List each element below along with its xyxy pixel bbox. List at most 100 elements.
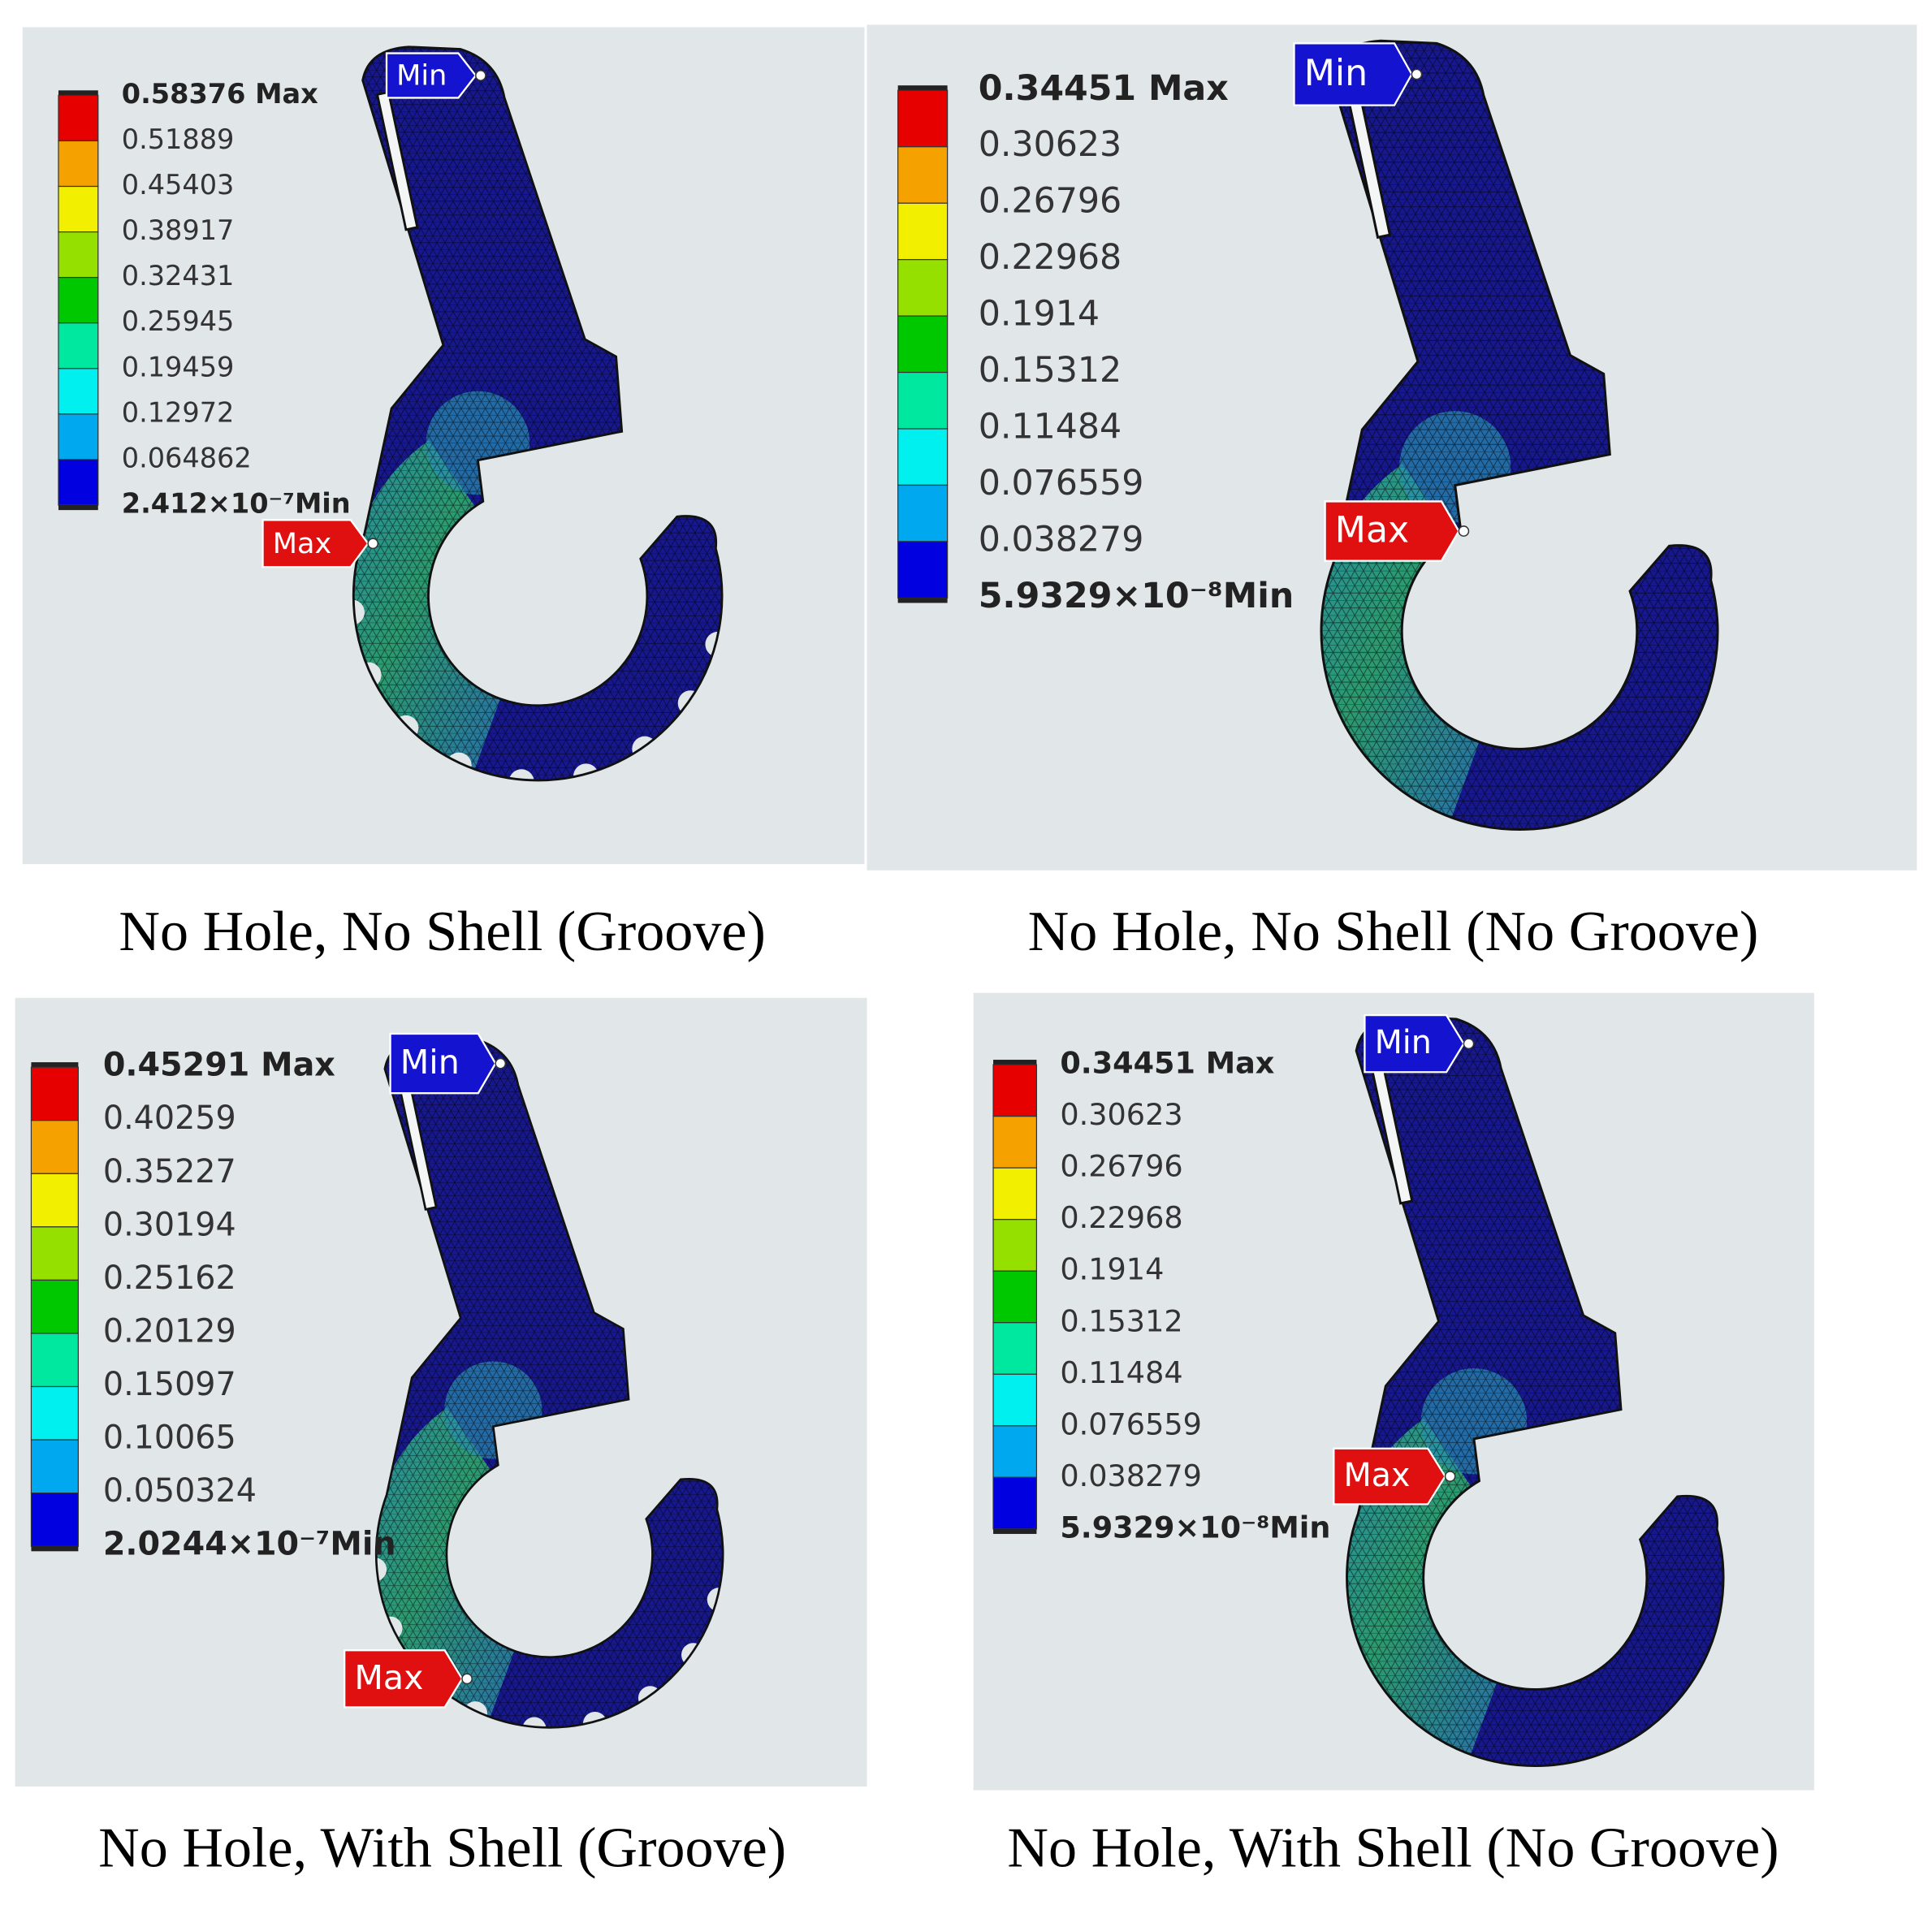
legend-band bbox=[897, 371, 949, 430]
legend-band bbox=[30, 1226, 79, 1281]
legend-cap bbox=[31, 1062, 79, 1069]
legend-band bbox=[58, 94, 99, 142]
legend-label: 0.19459 bbox=[122, 351, 235, 382]
legend-band bbox=[897, 202, 949, 261]
legend-band bbox=[58, 185, 99, 233]
legend-band bbox=[992, 1116, 1038, 1169]
legend-label: 0.32431 bbox=[122, 260, 235, 292]
legend-band bbox=[992, 1167, 1038, 1221]
legend-foot bbox=[993, 1528, 1037, 1534]
legend-band bbox=[992, 1064, 1038, 1117]
legend-label: 0.076559 bbox=[1060, 1406, 1202, 1441]
legend-label: 0.25162 bbox=[103, 1259, 236, 1297]
legend-band bbox=[58, 277, 99, 324]
legend-band bbox=[58, 368, 99, 415]
caption: No Hole, No Shell (Groove) bbox=[119, 901, 766, 963]
legend-label: 0.20129 bbox=[103, 1312, 236, 1350]
min-tag-shape bbox=[1364, 1014, 1465, 1074]
legend-label: 0.1914 bbox=[1060, 1252, 1164, 1287]
min-tag-point bbox=[1411, 68, 1423, 80]
min-tag-point bbox=[495, 1057, 507, 1069]
legend-label: 0.34451 Max bbox=[1060, 1046, 1274, 1081]
panel: 0.58376 Max 0.51889 0.45403 0.38917 0.32431 0… bbox=[22, 27, 865, 865]
groove bbox=[522, 1717, 547, 1728]
max-tag-point bbox=[1458, 525, 1470, 537]
legend-band bbox=[897, 541, 949, 598]
legend-band bbox=[897, 315, 949, 374]
legend-label: 0.11484 bbox=[979, 407, 1122, 447]
legend-label: 0.10065 bbox=[103, 1419, 236, 1457]
legend-band bbox=[992, 1322, 1038, 1375]
groove bbox=[376, 1558, 387, 1582]
legend-label: 0.26796 bbox=[1060, 1149, 1182, 1184]
min-tag-shape bbox=[385, 52, 478, 99]
hook-outline bbox=[352, 45, 724, 782]
caption: No Hole, With Shell (No Groove) bbox=[1007, 1817, 1779, 1879]
legend-band bbox=[992, 1270, 1038, 1324]
slot bbox=[375, 90, 419, 231]
legend-label: 0.11484 bbox=[1060, 1355, 1182, 1390]
legend-band bbox=[30, 1120, 79, 1174]
legend-label: 0.40259 bbox=[103, 1100, 236, 1137]
max-tag-shape bbox=[261, 519, 370, 568]
legend-label: 0.076559 bbox=[979, 463, 1144, 503]
legend-band bbox=[897, 89, 949, 148]
legend-band bbox=[30, 1385, 79, 1441]
max-tag-text: Max bbox=[354, 1658, 423, 1697]
legend-band bbox=[897, 259, 949, 317]
legend-label: 5.9329×10⁻⁸Min bbox=[979, 576, 1294, 616]
legend-band bbox=[992, 1476, 1038, 1530]
legend-band bbox=[897, 146, 949, 204]
legend-label: 0.30623 bbox=[979, 124, 1122, 165]
groove bbox=[353, 599, 365, 625]
min-tag-text: Min bbox=[396, 59, 447, 93]
min-tag-point bbox=[475, 70, 486, 81]
max-tag-point bbox=[1444, 1471, 1456, 1482]
legend-label: 0.22968 bbox=[979, 237, 1122, 278]
legend-label: 0.51889 bbox=[122, 123, 235, 155]
legend-label: 0.30194 bbox=[103, 1206, 236, 1243]
legend-band bbox=[58, 322, 99, 369]
legend-band bbox=[30, 1279, 79, 1334]
legend-band bbox=[897, 428, 949, 486]
legend-label: 0.12972 bbox=[122, 396, 235, 428]
legend-label: 2.412×10⁻⁷Min bbox=[122, 488, 351, 520]
legend-band bbox=[897, 484, 949, 542]
legend-band bbox=[30, 1066, 79, 1121]
legend-label: 0.45291 Max bbox=[103, 1047, 335, 1084]
max-tag-text: Max bbox=[1335, 510, 1409, 551]
legend-label: 0.25945 bbox=[122, 305, 235, 337]
min-tag-text: Min bbox=[1375, 1024, 1432, 1061]
panel: 0.34451 Max 0.30623 0.26796 0.22968 0.1914 0.… bbox=[973, 992, 1814, 1791]
legend-label: 0.038279 bbox=[979, 519, 1144, 560]
min-tag-shape bbox=[389, 1032, 497, 1095]
legend-foot bbox=[897, 598, 948, 603]
legend-label: 0.15097 bbox=[103, 1366, 236, 1403]
max-tag-shape bbox=[1333, 1447, 1446, 1506]
panel: 0.45291 Max 0.40259 0.35227 0.30194 0.25162 0… bbox=[15, 997, 867, 1787]
legend-label: 0.064862 bbox=[122, 442, 252, 473]
groove bbox=[508, 769, 534, 780]
hook-outline bbox=[374, 1036, 724, 1729]
legend-label: 0.38917 bbox=[122, 214, 235, 246]
legend-band bbox=[30, 1333, 79, 1388]
max-tag-point bbox=[367, 538, 379, 550]
legend-label: 0.22968 bbox=[1060, 1200, 1182, 1235]
legend-band bbox=[30, 1493, 79, 1547]
legend-label: 0.1914 bbox=[979, 294, 1100, 335]
legend-label: 0.15312 bbox=[979, 350, 1122, 391]
legend-cap bbox=[58, 90, 98, 97]
legend-band bbox=[58, 140, 99, 188]
max-tag-shape bbox=[344, 1649, 464, 1709]
legend-label: 5.9329×10⁻⁸Min bbox=[1060, 1510, 1330, 1545]
legend-label: 0.30623 bbox=[1060, 1097, 1182, 1132]
legend-foot bbox=[31, 1546, 79, 1552]
legend-cap bbox=[897, 85, 948, 92]
legend-label: 0.050324 bbox=[103, 1472, 257, 1510]
max-tag-text: Max bbox=[1343, 1457, 1410, 1494]
legend-band bbox=[58, 231, 99, 279]
legend-band bbox=[992, 1219, 1038, 1272]
caption: No Hole, With Shell (Groove) bbox=[98, 1817, 786, 1879]
